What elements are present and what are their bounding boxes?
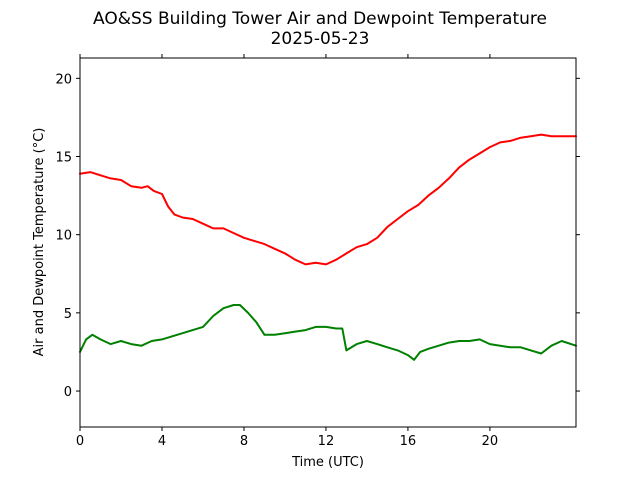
y-tick-label-2: 10 [55,229,72,244]
chart-title: AO&SS Building Tower Air and Dewpoint Te… [93,9,547,29]
y-tick-label-4: 20 [55,72,72,87]
x-tick-label-3: 12 [318,434,335,449]
x-axis-label: Time (UTC) [291,455,364,470]
y-tick-label-3: 15 [55,151,72,166]
y-tick-label-0: 0 [64,385,72,400]
x-tick-label-2: 8 [240,434,248,449]
series-line-2 [79,304,577,361]
plot-frame [79,57,577,428]
series-group [79,133,577,361]
y-tick-label-1: 5 [64,307,72,322]
ticks-group: 0 4 8 12 16 20 0 5 10 15 20 [55,54,580,449]
x-tick-label-1: 4 [158,434,166,449]
chart-subtitle: 2025-05-23 [271,29,370,49]
x-tick-label-5: 20 [482,434,499,449]
series-line-1 [79,133,577,266]
y-axis-label: Air and Dewpoint Temperature (°C) [32,128,47,357]
x-tick-label-0: 0 [76,434,84,449]
x-tick-label-4: 16 [400,434,417,449]
